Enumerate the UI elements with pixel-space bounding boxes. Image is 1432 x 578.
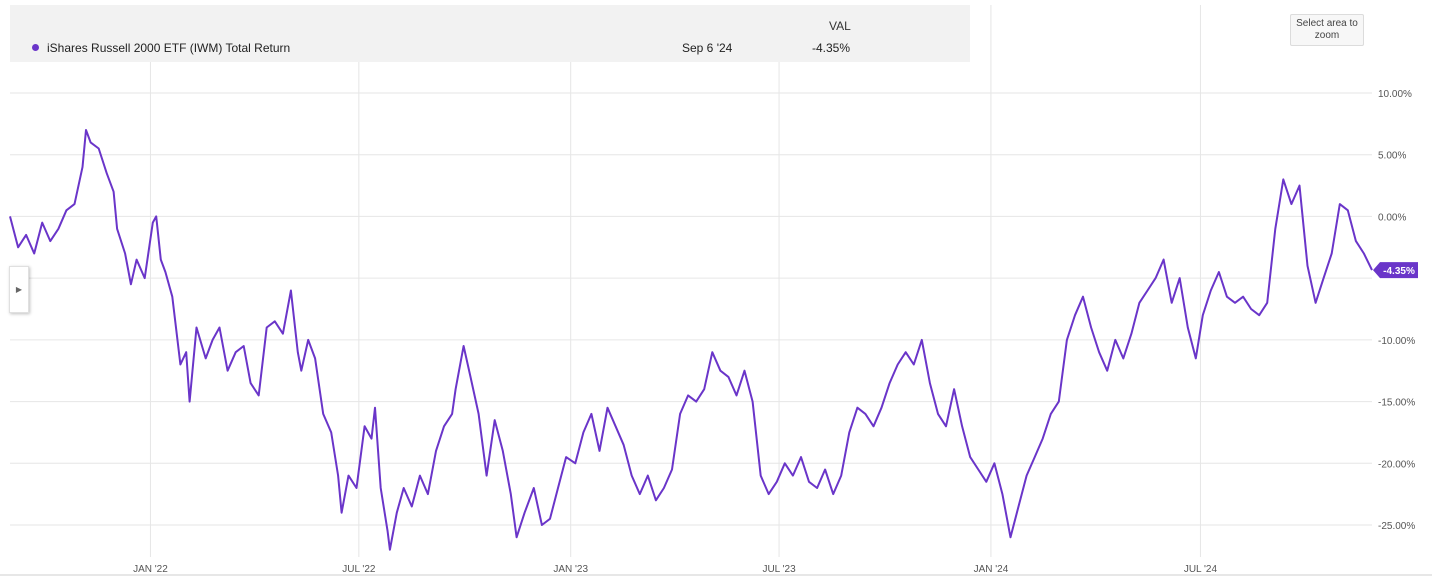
x-tick-label: JUL '23 bbox=[762, 564, 796, 575]
y-tick-label: 0.00% bbox=[1378, 212, 1406, 223]
x-tick-label: JAN '22 bbox=[133, 564, 168, 575]
sidebar-toggle-button[interactable]: ▶ bbox=[9, 266, 29, 313]
last-value-marker: -4.35% bbox=[1373, 262, 1418, 279]
y-tick-label: -10.00% bbox=[1378, 336, 1415, 347]
grid bbox=[10, 5, 1372, 557]
y-tick-label: -20.00% bbox=[1378, 459, 1415, 470]
y-tick-label: -25.00% bbox=[1378, 521, 1415, 532]
x-tick-label: JUL '22 bbox=[342, 564, 376, 575]
y-tick-label: 5.00% bbox=[1378, 151, 1406, 162]
legend-column-header: VAL bbox=[829, 19, 851, 33]
legend-row[interactable]: iShares Russell 2000 ETF (IWM) Total Ret… bbox=[32, 41, 972, 57]
zoom-hint-text: Select area to zoom bbox=[1296, 18, 1358, 41]
series-color-dot bbox=[32, 44, 39, 51]
zoom-hint: Select area to zoom bbox=[1290, 14, 1364, 46]
y-tick-label: -15.00% bbox=[1378, 398, 1415, 409]
legend-value: -4.35% bbox=[812, 41, 851, 55]
y-tick-label: 10.00% bbox=[1378, 89, 1412, 100]
last-value-flag bbox=[1373, 262, 1418, 279]
legend-series-name: iShares Russell 2000 ETF (IWM) Total Ret… bbox=[47, 41, 291, 55]
x-tick-label: JAN '24 bbox=[974, 564, 1009, 575]
x-axis: JAN '22 JUL '22 JAN '23 JUL '23 JAN '24 JUL '… bbox=[0, 564, 1432, 576]
series-line-iwm[interactable] bbox=[9, 129, 1373, 551]
last-value-label: -4.35% bbox=[1383, 266, 1415, 277]
x-tick-label: JAN '23 bbox=[553, 564, 588, 575]
legend-panel: VAL iShares Russell 2000 ETF (IWM) Total… bbox=[10, 5, 970, 62]
y-axis: 10.00% 5.00% 0.00% -10.00% -15.00% -20.00% -25… bbox=[1378, 89, 1415, 532]
x-tick-label: JUL '24 bbox=[1184, 564, 1218, 575]
legend-date: Sep 6 '24 bbox=[682, 41, 733, 55]
chevron-right-icon: ▶ bbox=[15, 285, 23, 294]
